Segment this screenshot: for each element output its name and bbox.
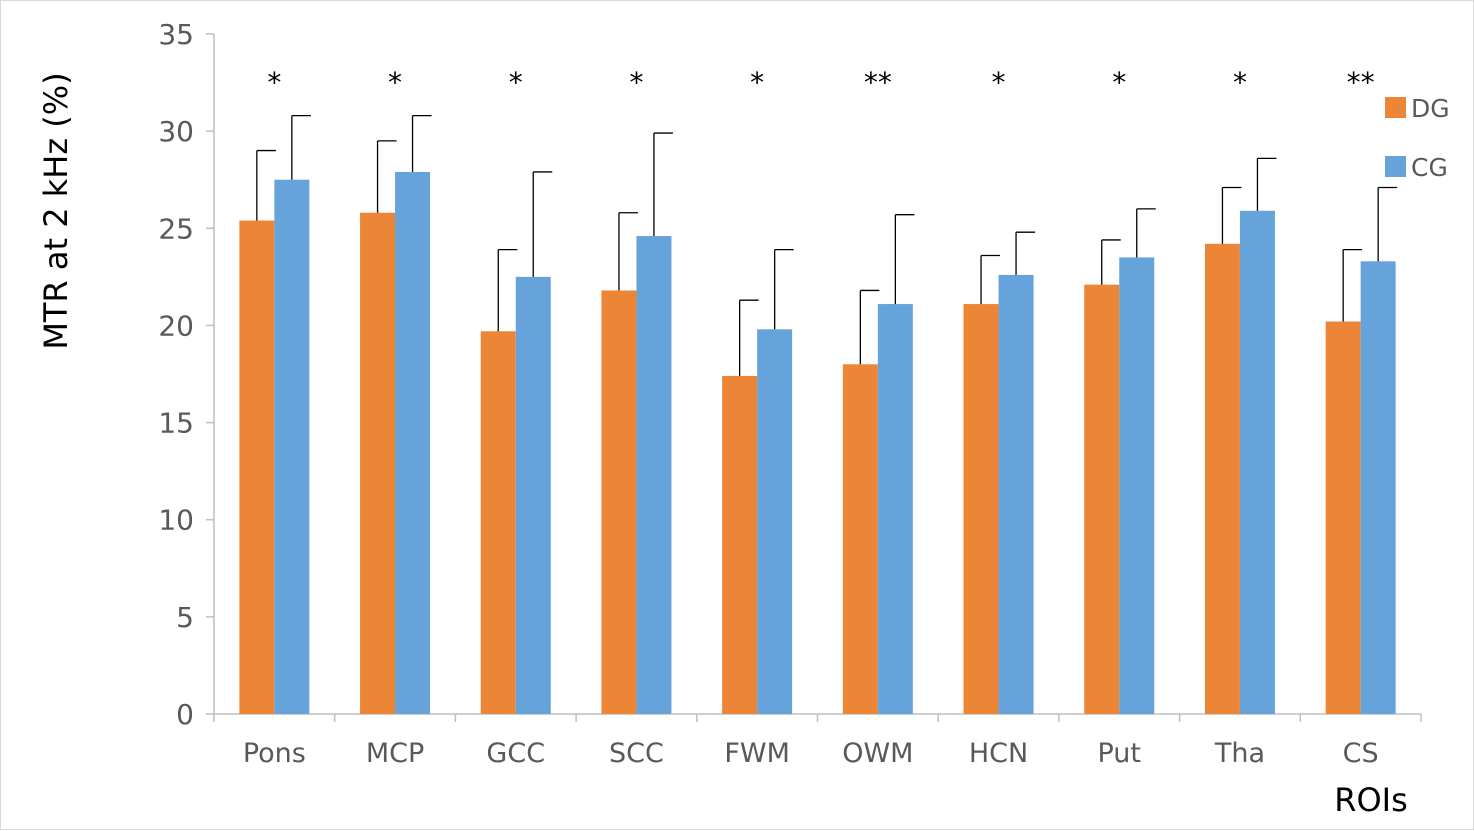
significance-marker: * xyxy=(992,66,1006,99)
bar-dg-gcc xyxy=(480,331,516,714)
y-tick-label: 30 xyxy=(158,115,194,148)
bar-dg-mcp xyxy=(360,212,396,714)
y-tick-label: 15 xyxy=(158,407,194,440)
bar-cg-owm xyxy=(877,304,913,714)
legend-swatch-cg xyxy=(1385,156,1406,177)
y-tick-label: 10 xyxy=(158,504,194,537)
bar-cg-gcc xyxy=(515,276,551,714)
legend: DG CG xyxy=(1385,94,1450,182)
significance-marker: * xyxy=(1233,66,1247,99)
legend-label-dg: DG xyxy=(1411,94,1450,123)
bar-dg-tha xyxy=(1204,243,1240,715)
y-axis-title: MTR at 2 kHz (%) xyxy=(37,72,75,349)
y-tick-label: 35 xyxy=(158,18,194,51)
bars xyxy=(239,171,1396,715)
bar-cg-fwm xyxy=(757,329,793,714)
category-label-hcn: HCN xyxy=(969,738,1028,769)
category-label-tha: Tha xyxy=(1214,738,1265,769)
bar-cg-pons xyxy=(274,179,310,714)
bar-dg-fwm xyxy=(722,375,758,714)
y-tick-label: 0 xyxy=(176,698,194,731)
significance-marker: ** xyxy=(864,66,892,99)
bar-dg-scc xyxy=(601,290,637,714)
category-label-gcc: GCC xyxy=(486,738,545,769)
x-axis-title: ROIs xyxy=(1334,781,1408,819)
significance-marker: * xyxy=(629,66,643,99)
category-label-scc: SCC xyxy=(609,738,664,769)
significance-marker: * xyxy=(750,66,764,99)
bar-cg-cs xyxy=(1360,261,1396,714)
error-bars xyxy=(256,114,1398,376)
bar-cg-mcp xyxy=(395,171,431,714)
significance-markers: * * * * * ** * * * ** xyxy=(267,66,1374,99)
bar-cg-hcn xyxy=(998,274,1034,714)
legend-label-cg: CG xyxy=(1411,153,1448,182)
bar-dg-pons xyxy=(239,220,275,714)
bar-dg-put xyxy=(1084,284,1120,714)
category-label-owm: OWM xyxy=(842,738,913,769)
category-label-pons: Pons xyxy=(243,738,306,769)
legend-swatch-dg xyxy=(1385,97,1406,118)
bar-cg-scc xyxy=(636,236,672,715)
bar-dg-owm xyxy=(842,364,878,714)
bar-dg-cs xyxy=(1325,321,1361,714)
category-label-fwm: FWM xyxy=(724,738,790,769)
y-tick-label: 25 xyxy=(158,212,194,245)
significance-marker: * xyxy=(267,66,281,99)
bar-dg-hcn xyxy=(963,304,999,714)
category-label-cs: CS xyxy=(1343,738,1379,769)
significance-marker: * xyxy=(388,66,402,99)
category-label-put: Put xyxy=(1097,738,1141,769)
y-axis-ticks: 0 5 10 15 20 25 30 35 xyxy=(158,18,214,731)
bar-cg-tha xyxy=(1239,210,1275,715)
significance-marker: * xyxy=(509,66,523,99)
y-tick-label: 5 xyxy=(176,601,194,634)
category-labels: Pons MCP GCC SCC FWM OWM HCN Put Tha CS xyxy=(243,738,1379,769)
significance-marker: ** xyxy=(1347,66,1375,99)
y-tick-label: 20 xyxy=(158,309,194,342)
significance-marker: * xyxy=(1112,66,1126,99)
bar-cg-put xyxy=(1119,257,1155,714)
category-label-mcp: MCP xyxy=(366,738,424,769)
